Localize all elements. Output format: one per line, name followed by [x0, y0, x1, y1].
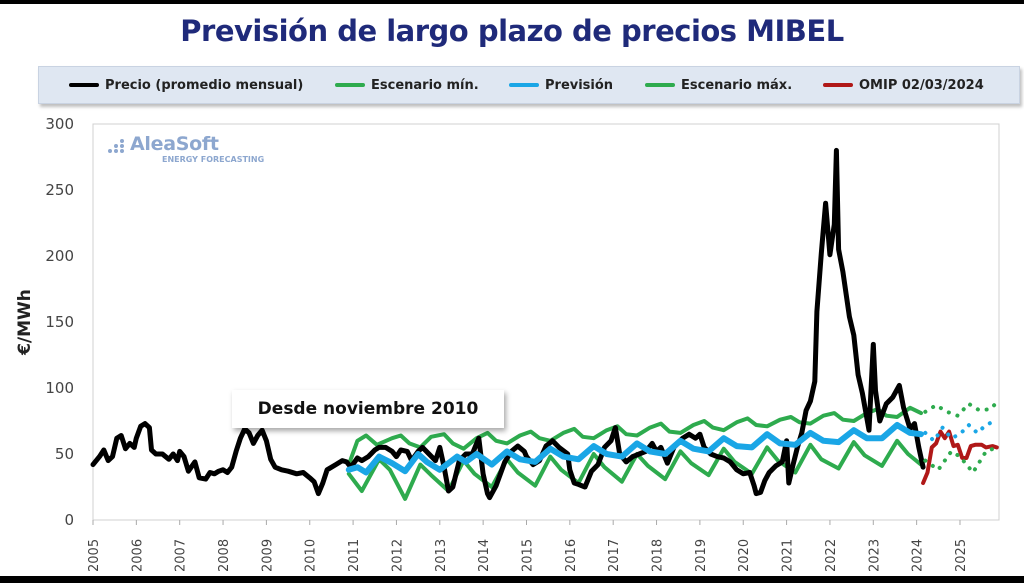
x-tick-label: 2023	[867, 539, 882, 572]
series-lines	[90, 147, 999, 501]
legend-swatch-prevision	[509, 83, 539, 87]
legend-item-omip: OMIP 02/03/2024	[823, 67, 984, 103]
legend-item-escenario-min: Escenario mín.	[335, 67, 479, 103]
chart-title: Previsión de largo plazo de precios MIBE…	[180, 14, 844, 48]
legend: Precio (promedio mensual) Escenario mín.…	[38, 66, 1020, 104]
y-tick-label: 150	[45, 313, 74, 331]
annotation-box: Desde noviembre 2010	[232, 390, 504, 428]
x-tick-label: 2010	[304, 539, 319, 572]
x-tick-label: 2011	[347, 539, 362, 572]
x-tick-label: 2019	[694, 539, 709, 572]
legend-label-prevision: Previsión	[545, 77, 614, 93]
x-tick-label: 2021	[781, 539, 796, 572]
plot-frame	[92, 123, 1000, 521]
x-tick-label: 2009	[260, 539, 275, 572]
legend-label-omip: OMIP 02/03/2024	[859, 77, 984, 93]
series-line-precio-promedio-mensual	[90, 147, 926, 501]
series-line-omip-02-03-2024	[921, 429, 999, 485]
y-axis-ticks: 0 50 100 150 200 250 300	[45, 115, 74, 529]
legend-swatch-precio	[69, 83, 99, 87]
legend-label-escenario-min: Escenario mín.	[371, 77, 479, 93]
x-tick-label: 2013	[434, 539, 449, 572]
logo-tagline: ENERGY FORECASTING	[162, 155, 265, 164]
bottom-border	[0, 576, 1024, 583]
x-tick-label: 2008	[217, 539, 232, 572]
legend-item-precio: Precio (promedio mensual)	[69, 67, 303, 103]
series-line-prevision-proyeccion	[923, 419, 997, 443]
x-tick-label: 2006	[130, 539, 145, 572]
series-line-prevision	[345, 422, 924, 476]
y-tick-label: 250	[45, 181, 74, 199]
y-tick-label: 300	[45, 115, 74, 133]
x-tick-label: 2025	[954, 539, 969, 572]
legend-swatch-omip	[823, 83, 853, 87]
x-tick-label: 2012	[390, 539, 405, 572]
x-tick-label: 2007	[174, 539, 189, 572]
y-tick-label: 0	[64, 511, 74, 529]
legend-swatch-escenario-min	[335, 83, 365, 87]
top-border	[0, 0, 1024, 4]
x-tick-label: 2005	[87, 539, 102, 572]
legend-swatch-escenario-max	[645, 83, 675, 87]
x-tick-label: 2018	[651, 539, 666, 572]
x-tick-label: 2017	[607, 539, 622, 572]
legend-item-escenario-max: Escenario máx.	[645, 67, 792, 103]
x-axis-ticks: 2005 2006 2007 2008 2009 2010 2011 2012 2013 2014…	[87, 520, 969, 572]
series-line-escenario-max-proyeccion	[923, 400, 999, 418]
y-tick-label: 50	[55, 445, 74, 463]
x-tick-label: 2014	[477, 539, 492, 572]
legend-label-precio: Precio (promedio mensual)	[105, 77, 304, 93]
x-tick-label: 2022	[824, 539, 839, 572]
y-axis-label: €/MWh	[15, 289, 35, 356]
legend-label-escenario-max: Escenario máx.	[681, 77, 793, 93]
y-tick-label: 200	[45, 247, 74, 265]
series-line-escenario-max	[346, 405, 923, 467]
x-tick-label: 2015	[520, 539, 535, 572]
x-tick-label: 2024	[911, 539, 926, 572]
logo-name: AleaSoft	[130, 133, 219, 155]
x-tick-label: 2020	[737, 539, 752, 572]
x-tick-label: 2016	[564, 539, 579, 572]
logo-dots-icon	[108, 139, 128, 153]
y-tick-label: 100	[45, 379, 74, 397]
legend-item-prevision: Previsión	[509, 67, 613, 103]
